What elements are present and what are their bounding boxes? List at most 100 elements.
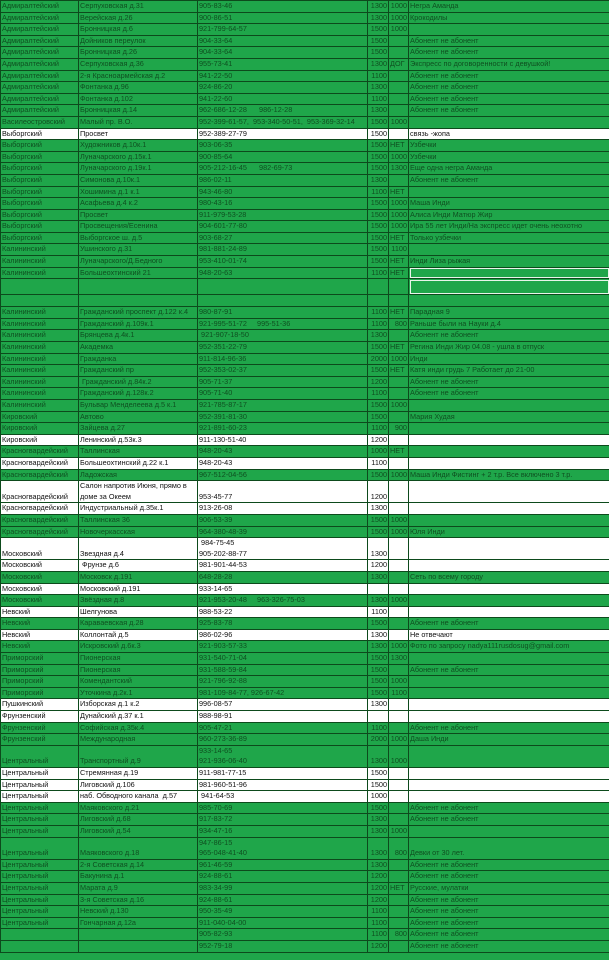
price-cell[interactable] — [367, 710, 389, 723]
phone-cell[interactable]: 952-353-02-37 — [197, 364, 368, 377]
address-cell[interactable]: Хошимина д.1 к.1 — [78, 185, 198, 199]
district-cell[interactable]: Красногвардейский — [0, 525, 79, 539]
district-cell[interactable]: Выборгский — [0, 220, 79, 233]
phone-cell[interactable]: 905-71-37 — [197, 375, 368, 389]
phone-cell[interactable]: 948-20-43 — [197, 456, 368, 470]
extra-cell[interactable]: 1000 — [388, 220, 409, 233]
note-cell[interactable]: Абонент не абонент — [408, 813, 609, 826]
note-cell[interactable]: Абонент не абонент — [408, 173, 609, 187]
note-cell[interactable]: Абонент не абонент — [408, 81, 609, 94]
price-cell[interactable]: 1300 — [367, 173, 389, 187]
price-cell[interactable]: 1300 — [367, 0, 389, 13]
address-cell[interactable]: Гражданский проспект д.122 к.4 — [78, 306, 198, 319]
phone-cell[interactable]: 900-86-51 — [197, 11, 368, 25]
district-cell[interactable]: Кировский — [0, 410, 79, 424]
note-cell[interactable]: связь -жопа — [408, 127, 609, 141]
district-cell[interactable]: Адмиралтейский — [0, 46, 79, 59]
phone-cell[interactable]: 905-82-93 — [197, 928, 368, 941]
note-cell[interactable]: Негра Аманда — [408, 0, 609, 13]
phone-cell[interactable]: 924-86-20 — [197, 81, 368, 94]
extra-cell[interactable]: 800 — [388, 317, 409, 331]
extra-cell[interactable] — [388, 778, 409, 792]
district-cell[interactable]: Василеостровский — [0, 115, 79, 129]
note-cell[interactable] — [408, 537, 609, 561]
price-cell[interactable]: 1300 — [367, 537, 389, 561]
note-cell[interactable]: Абонент не абонент — [408, 893, 609, 907]
note-cell[interactable]: Экспресс по договоренности с девушкой! — [408, 57, 609, 71]
price-cell[interactable]: 1300 — [367, 813, 389, 826]
phone-cell[interactable]: 948-20-63 — [197, 266, 368, 280]
district-cell[interactable]: Московский — [0, 594, 79, 607]
price-cell[interactable]: 1300 — [367, 698, 389, 712]
address-cell[interactable]: Салон напротив Июня, прямо в доме за Оке… — [78, 480, 198, 504]
district-cell[interactable]: Выборгский — [0, 162, 79, 175]
extra-cell[interactable] — [388, 710, 409, 723]
district-cell[interactable]: Невский — [0, 628, 79, 642]
extra-cell[interactable]: 1000 — [388, 23, 409, 36]
phone-cell[interactable]: 985-70-69 — [197, 801, 368, 815]
note-cell[interactable]: Маша Инди — [408, 197, 609, 210]
note-cell[interactable]: Абонент не абонент — [408, 858, 609, 872]
phone-cell[interactable]: 988-98-91 — [197, 710, 368, 723]
price-cell[interactable]: 1300 — [367, 836, 389, 860]
price-cell[interactable]: 1500 — [367, 513, 389, 527]
price-cell[interactable]: 1300 — [367, 594, 389, 607]
address-cell[interactable]: Гражданский д.109к.1 — [78, 317, 198, 331]
price-cell[interactable]: 1300 — [367, 502, 389, 515]
note-cell[interactable] — [408, 513, 609, 527]
phone-cell[interactable]: 980-87-91 — [197, 306, 368, 319]
extra-cell[interactable] — [388, 502, 409, 515]
district-cell[interactable]: Центральный — [0, 836, 79, 860]
price-cell[interactable]: 1500 — [367, 208, 389, 222]
district-cell[interactable]: Калининский — [0, 243, 79, 257]
address-cell[interactable]: Изборская д.1 к.2 — [78, 698, 198, 712]
price-cell[interactable]: 1300 — [367, 744, 389, 769]
address-cell[interactable]: Фонтанка д.102 — [78, 92, 198, 106]
note-cell[interactable] — [408, 652, 609, 665]
phone-cell[interactable]: 905-212-16-45 982-69-73 — [197, 162, 368, 175]
phone-cell[interactable]: 921-953-20-48 963-326-75-03 — [197, 594, 368, 607]
address-cell[interactable]: Зайцева д.27 — [78, 422, 198, 435]
address-cell[interactable]: наб. Обводного канала д.57 — [78, 790, 198, 803]
phone-cell[interactable]: 911-981-77-15 — [197, 767, 368, 780]
extra-cell[interactable] — [388, 767, 409, 780]
phone-cell[interactable]: 952-399-61-57, 953-340-50-51, 953-369-32… — [197, 115, 368, 129]
price-cell[interactable]: 1200 — [367, 480, 389, 504]
price-cell[interactable]: 1000 — [367, 445, 389, 458]
district-cell[interactable]: Приморский — [0, 686, 79, 700]
note-cell[interactable] — [408, 767, 609, 780]
district-cell[interactable]: Калининский — [0, 341, 79, 354]
district-cell[interactable]: Выборгский — [0, 197, 79, 210]
note-cell[interactable] — [408, 456, 609, 470]
district-cell[interactable]: Центральный — [0, 813, 79, 826]
district-cell[interactable]: Выборгский — [0, 185, 79, 199]
district-cell[interactable]: Центральный — [0, 905, 79, 918]
district-cell[interactable]: Кировский — [0, 433, 79, 447]
phone-cell[interactable]: 948-20-43 — [197, 445, 368, 458]
district-cell[interactable]: Приморский — [0, 663, 79, 677]
phone-cell[interactable]: 905-47-21 — [197, 721, 368, 735]
phone-cell[interactable]: 904-33-64 — [197, 34, 368, 48]
district-cell[interactable]: Московский — [0, 537, 79, 561]
note-cell[interactable]: Еще одна негра Аманда — [408, 162, 609, 175]
note-cell[interactable] — [408, 605, 609, 619]
extra-cell[interactable]: 1000 — [388, 11, 409, 25]
phone-cell[interactable]: 983-34-99 — [197, 881, 368, 895]
address-cell[interactable]: Звездная д.4 — [78, 537, 198, 561]
price-cell[interactable] — [367, 294, 389, 307]
price-cell[interactable]: 1500 — [367, 364, 389, 377]
phone-cell[interactable]: 931-540-71-04 — [197, 652, 368, 665]
address-cell[interactable]: Асафьева д.4 к.2 — [78, 197, 198, 210]
district-cell[interactable]: Московский — [0, 582, 79, 596]
price-cell[interactable]: 1100 — [367, 266, 389, 280]
address-cell[interactable]: Луначарского д.15к.1 — [78, 150, 198, 164]
note-cell[interactable] — [408, 790, 609, 803]
address-cell[interactable]: Пионерская — [78, 652, 198, 665]
note-cell[interactable] — [408, 675, 609, 688]
address-cell[interactable]: Искровский д.6к.3 — [78, 640, 198, 654]
price-cell[interactable]: 1500 — [367, 652, 389, 665]
district-cell[interactable]: Адмиралтейский — [0, 92, 79, 106]
extra-cell[interactable] — [388, 34, 409, 48]
district-cell[interactable]: Центральный — [0, 744, 79, 769]
address-cell[interactable]: Маяковского д.18 — [78, 836, 198, 860]
